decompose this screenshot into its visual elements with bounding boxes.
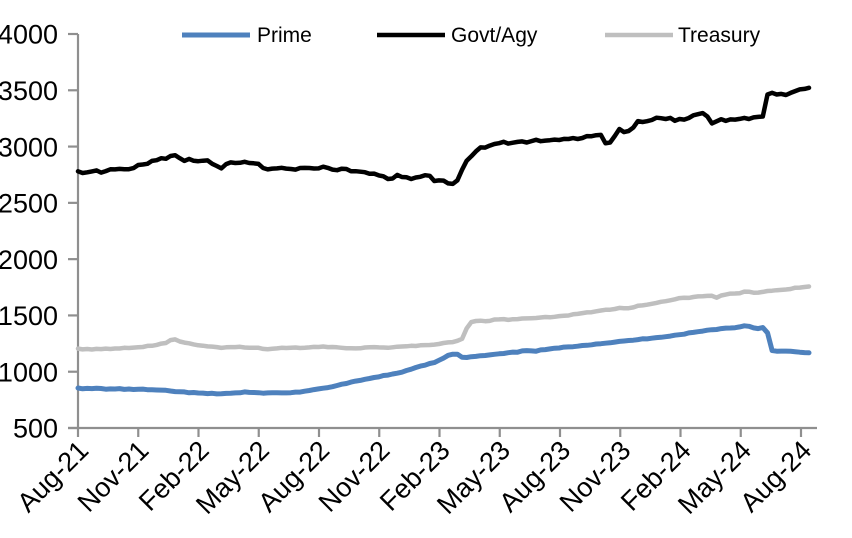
legend-label-prime: Prime	[257, 24, 312, 47]
series-line-prime	[75, 323, 812, 397]
legend-label-govt-agy: Govt/Agy	[451, 24, 538, 47]
y-tick-label: 2000	[0, 245, 58, 275]
series-line-govt-agy	[75, 85, 812, 187]
y-tick-label: 4000	[0, 20, 58, 50]
legend: Prime Govt/Agy Treasury	[182, 24, 761, 47]
series-line-treasury	[75, 284, 812, 352]
legend-label-treasury: Treasury	[678, 24, 761, 47]
y-tick-label: 500	[13, 414, 58, 444]
y-tick-label: 3500	[0, 76, 58, 106]
plot-area: 5001000150020002500300035004000Aug-21Nov…	[0, 20, 817, 520]
y-tick-label: 2500	[0, 189, 58, 219]
y-tick-label: 3000	[0, 132, 58, 162]
y-tick-label: 1500	[0, 301, 58, 331]
y-tick-label: 1000	[0, 357, 58, 387]
